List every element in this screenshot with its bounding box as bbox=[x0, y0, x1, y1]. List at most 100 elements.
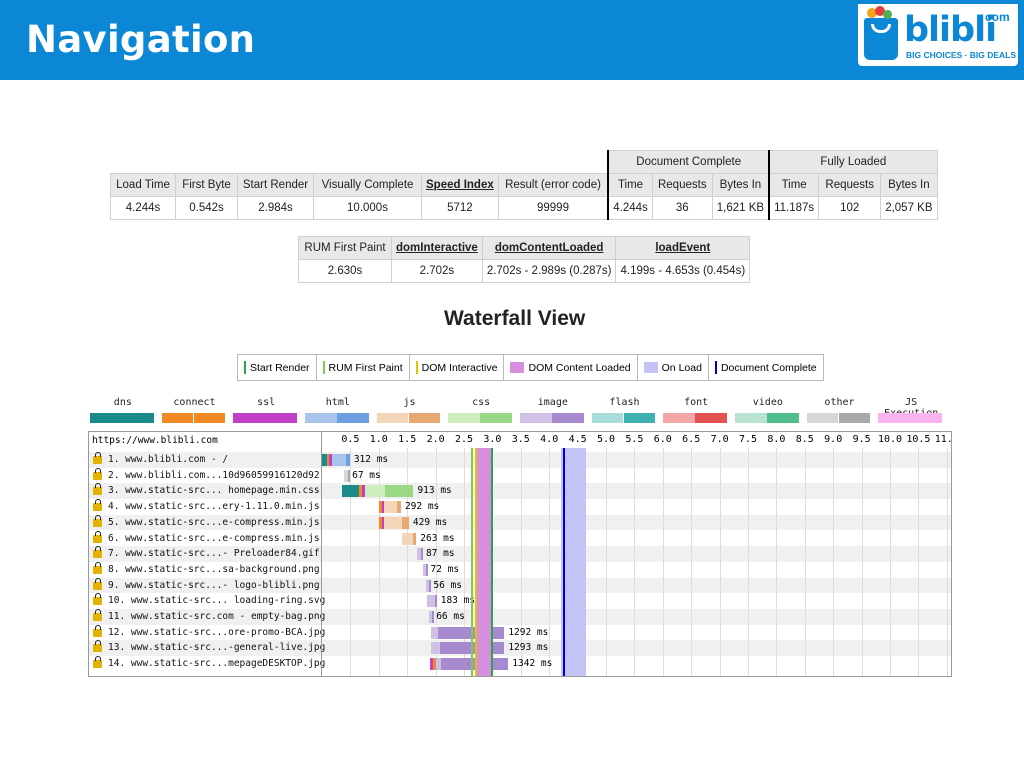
waterfall-row[interactable]: 13. www.static-src...-general-live.jpg bbox=[89, 640, 951, 657]
start-render-value: 2.984s bbox=[237, 196, 314, 220]
grid-line bbox=[833, 448, 835, 676]
time-tick: 10.5 bbox=[906, 434, 931, 445]
start-render-line bbox=[491, 448, 494, 676]
request-label: 7. www.static-src...- Preloader84.gif bbox=[108, 548, 320, 560]
summary-group-row: Document Complete Fully Loaded bbox=[110, 150, 938, 174]
request-type-label: video bbox=[752, 397, 783, 408]
legend-item: Start Render bbox=[238, 355, 317, 380]
time-tick: 4.0 bbox=[540, 434, 559, 445]
waterfall-row[interactable]: 7. www.static-src...- Preloader84.gif bbox=[89, 546, 951, 562]
time-tick: 4.5 bbox=[568, 434, 587, 445]
grid-line bbox=[890, 448, 891, 676]
grid-line bbox=[378, 448, 380, 676]
request-label: 4. www.static-src...ery-1.11.0.min.js bbox=[108, 501, 320, 513]
time-tick: 6.5 bbox=[682, 434, 701, 445]
waterfall-row[interactable]: 6. www.static-src...e-compress.min.js bbox=[89, 530, 951, 547]
col-fl-requests: Requests bbox=[818, 173, 882, 197]
col-rum-first-paint: RUM First Paint bbox=[298, 236, 392, 260]
waterfall-timeline: 0.5 1.0 1.5 2.0 2.5 3.0 3.5 4.0 4.5 5.0 5.5 6.0 6.5 7… bbox=[321, 432, 951, 676]
request-duration: 1292 ms bbox=[508, 626, 549, 638]
lock-icon bbox=[93, 561, 102, 574]
col-dom-content-loaded[interactable]: domContentLoaded bbox=[481, 236, 617, 260]
waterfall-row[interactable]: 10. www.static-src... loading-ring.svg bbox=[89, 593, 951, 609]
lock-icon bbox=[93, 514, 102, 527]
connection-segment bbox=[378, 501, 382, 514]
grid-line bbox=[691, 448, 693, 676]
col-fl-bytes: Bytes In bbox=[880, 173, 938, 197]
waterfall-row[interactable]: 11. www.static-src.com - empty-bag.png bbox=[89, 609, 951, 625]
rum-first-paint-value: 2.630s bbox=[298, 259, 392, 283]
grid-line bbox=[350, 448, 352, 676]
request-duration: 183 ms bbox=[440, 595, 476, 607]
legend-label: On Load bbox=[661, 361, 702, 374]
col-fl-time: Time bbox=[768, 173, 820, 197]
waterfall-row[interactable]: 12. www.static-src...ore-promo-BCA.jpg bbox=[89, 624, 951, 641]
wait-segment bbox=[365, 485, 386, 498]
grid-line bbox=[606, 448, 607, 676]
time-tick: 3.0 bbox=[483, 434, 502, 445]
download-segment bbox=[425, 563, 428, 576]
wait-segment bbox=[344, 469, 348, 482]
summary-table: Document Complete Fully Loaded Load Time… bbox=[110, 150, 938, 220]
fully-loaded-header: Fully Loaded bbox=[768, 150, 938, 174]
time-tick: 8.5 bbox=[795, 434, 814, 445]
time-tick: 3.5 bbox=[511, 434, 530, 445]
lock-icon bbox=[93, 546, 102, 559]
download-segment bbox=[345, 454, 350, 466]
col-start-render: Start Render bbox=[237, 173, 314, 197]
request-duration: 1342 ms bbox=[512, 658, 553, 670]
waterfall-row[interactable]: 8. www.static-src...sa-background.png bbox=[89, 561, 951, 578]
col-speed-index[interactable]: Speed Index bbox=[421, 173, 499, 197]
legend-swatch bbox=[714, 361, 717, 374]
waterfall-row[interactable]: 2. www.blibli.com...10d96059916120d92 bbox=[89, 467, 951, 484]
legend-swatch bbox=[415, 361, 418, 374]
legend-item: DOM Interactive bbox=[410, 355, 505, 380]
wait-segment bbox=[431, 642, 440, 655]
lock-icon bbox=[93, 499, 102, 512]
request-type-label: font bbox=[684, 397, 709, 408]
waterfall-header: https://www.blibli.com bbox=[89, 432, 951, 448]
grid-line bbox=[861, 448, 863, 676]
dom-interactive-line bbox=[475, 448, 478, 676]
waterfall-row[interactable]: 4. www.static-src...ery-1.11.0.min.js bbox=[89, 499, 951, 515]
waterfall-row[interactable]: 14. www.static-src...mepageDESKTOP.jpg bbox=[89, 656, 951, 672]
request-label: 10. www.static-src... loading-ring.svg bbox=[108, 595, 326, 607]
waterfall-row[interactable]: 9. www.static-src...- logo-blibli.png bbox=[89, 577, 951, 594]
time-tick: 10.0 bbox=[877, 434, 903, 445]
result-value: 99999 bbox=[497, 196, 609, 220]
request-label: 1. www.blibli.com - / bbox=[108, 454, 229, 465]
col-dc-time: Time bbox=[607, 173, 653, 197]
lock-icon bbox=[93, 624, 102, 637]
waterfall-row[interactable]: 5. www.static-src...e-compress.min.js bbox=[89, 514, 951, 531]
request-label: 9. www.static-src...- logo-blibli.png bbox=[108, 579, 320, 591]
legend-label: Document Complete bbox=[720, 361, 817, 374]
connection-segment bbox=[381, 501, 385, 514]
time-tick: 0.5 bbox=[341, 434, 360, 445]
request-type-swatch bbox=[161, 413, 194, 423]
request-type-swatch bbox=[408, 413, 441, 423]
document-complete-header: Document Complete bbox=[607, 150, 770, 174]
dc-bytes-value: 1,621 KB bbox=[711, 196, 770, 220]
grid-line bbox=[407, 448, 409, 676]
waterfall-row[interactable]: 3. www.static-src... homepage.min.css bbox=[89, 483, 951, 500]
waterfall-row[interactable]: 1. www.blibli.com - / bbox=[89, 452, 951, 468]
request-duration: 72 ms bbox=[430, 563, 460, 575]
logo-wordmark: blibli bbox=[904, 10, 997, 50]
request-duration: 429 ms bbox=[412, 516, 448, 528]
marker-legend: Start Render RUM First Paint DOM Interacti… bbox=[237, 354, 824, 381]
request-duration: 1293 ms bbox=[508, 642, 549, 654]
request-label: 12. www.static-src...ore-promo-BCA.jpg bbox=[108, 626, 326, 638]
request-type-legend: dns connect ssl html js css image flash font vide… bbox=[90, 397, 950, 427]
col-dc-bytes: Bytes In bbox=[711, 173, 770, 197]
wait-segment bbox=[428, 611, 432, 623]
col-load-event[interactable]: loadEvent bbox=[615, 236, 751, 260]
grid-line bbox=[435, 448, 437, 676]
col-result: Result (error code) bbox=[497, 173, 609, 197]
grid-line bbox=[662, 448, 664, 676]
col-dom-interactive[interactable]: domInteractive bbox=[391, 236, 483, 260]
request-type-swatch bbox=[838, 413, 871, 423]
request-type-swatch bbox=[480, 413, 512, 423]
legend-label: DOM Interactive bbox=[421, 361, 498, 374]
connection-segment bbox=[361, 485, 366, 498]
legend-item: DOM Content Loaded bbox=[504, 355, 638, 380]
